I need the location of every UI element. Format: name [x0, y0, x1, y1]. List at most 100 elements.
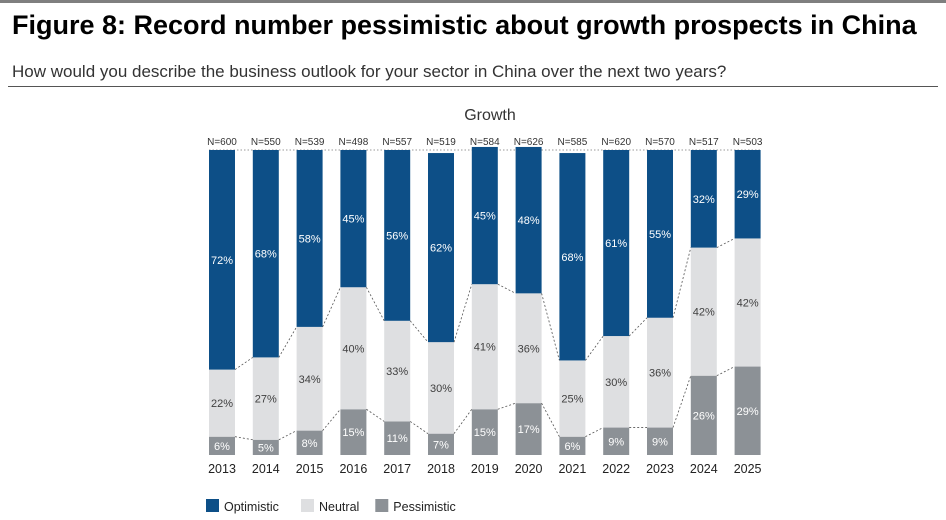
legend-swatch-optimistic: [206, 499, 219, 512]
data-label-neutral-2025: 42%: [737, 298, 759, 310]
connector-line: [541, 402, 560, 437]
bar-segment-optimistic-2021: [559, 153, 586, 361]
bar-segment-optimistic-2019: [471, 146, 498, 285]
sample-size-label-2013: N=600: [207, 137, 237, 148]
data-label-pessimistic-2016: 15%: [342, 427, 364, 439]
data-label-pessimistic-2025: 29%: [737, 406, 759, 418]
data-label-neutral-2020: 36%: [518, 343, 540, 355]
connector-line: [628, 317, 648, 337]
x-tick-label-2016: 2016: [339, 462, 367, 476]
connector-line: [672, 247, 692, 318]
bar-segment-optimistic-2024: [690, 150, 717, 248]
data-label-optimistic-2019: 45%: [474, 211, 496, 223]
data-label-neutral-2017: 33%: [386, 366, 408, 378]
data-label-neutral-2015: 34%: [299, 374, 321, 386]
bar-segment-neutral-2013: [209, 369, 235, 437]
bar-segment-neutral-2014: [252, 357, 279, 440]
connector-line: [366, 408, 385, 422]
bar-segment-neutral-2019: [471, 284, 498, 410]
legend-label-pessimistic: Pessimistic: [393, 500, 456, 514]
x-tick-label-2020: 2020: [515, 462, 543, 476]
bar-segment-neutral-2017: [384, 320, 411, 422]
bar-segment-pessimistic-2017: [384, 421, 411, 455]
data-label-pessimistic-2019: 15%: [474, 427, 496, 439]
data-label-neutral-2016: 40%: [342, 343, 364, 355]
header-divider: [8, 86, 938, 87]
figure-title: Figure 8: Record number pessimistic abou…: [12, 10, 917, 40]
bar-segment-optimistic-2013: [209, 150, 235, 370]
data-label-pessimistic-2022: 9%: [608, 436, 624, 448]
sample-size-label-2025: N=503: [733, 137, 763, 148]
data-label-pessimistic-2021: 6%: [564, 441, 580, 453]
data-label-optimistic-2015: 58%: [299, 233, 321, 245]
data-label-neutral-2018: 30%: [430, 383, 452, 395]
data-label-neutral-2024: 42%: [693, 307, 715, 319]
sample-size-label-2018: N=519: [426, 137, 456, 148]
bar-segment-optimistic-2014: [252, 150, 279, 358]
data-label-optimistic-2014: 68%: [255, 249, 277, 261]
data-label-optimistic-2021: 68%: [561, 252, 583, 264]
connector-line: [322, 287, 341, 328]
data-label-optimistic-2024: 32%: [693, 194, 715, 206]
sample-size-label-2014: N=550: [251, 137, 281, 148]
connector-line: [322, 408, 341, 431]
bar-segment-neutral-2022: [603, 336, 630, 428]
data-label-pessimistic-2015: 8%: [302, 438, 318, 450]
bar-segment-neutral-2023: [647, 317, 673, 428]
data-label-pessimistic-2020: 17%: [518, 424, 540, 436]
legend-label-optimistic: Optimistic: [224, 500, 279, 514]
connector-line: [716, 366, 735, 377]
bar-segment-optimistic-2022: [603, 150, 630, 337]
x-tick-label-2014: 2014: [252, 462, 280, 476]
data-label-neutral-2014: 27%: [255, 394, 277, 406]
data-label-neutral-2019: 41%: [474, 342, 496, 354]
bar-segment-pessimistic-2015: [296, 430, 323, 455]
data-label-pessimistic-2023: 9%: [652, 436, 668, 448]
data-label-pessimistic-2013: 6%: [214, 441, 230, 453]
bar-segment-pessimistic-2019: [471, 409, 498, 455]
bar-segment-optimistic-2025: [734, 150, 761, 239]
bar-segment-optimistic-2020: [515, 146, 542, 294]
connector-line: [672, 375, 692, 428]
connector-line: [409, 421, 429, 434]
connector-line: [453, 409, 473, 434]
bar-segment-pessimistic-2024: [690, 375, 717, 455]
sample-size-label-2020: N=626: [514, 137, 544, 148]
connector-line: [497, 402, 516, 410]
x-tick-label-2024: 2024: [690, 462, 718, 476]
bar-segment-pessimistic-2022: [603, 427, 630, 455]
bar-segment-optimistic-2016: [340, 150, 367, 288]
data-label-pessimistic-2017: 11%: [387, 433, 408, 445]
x-tick-label-2021: 2021: [558, 462, 586, 476]
connector-line: [541, 293, 560, 361]
x-tick-label-2025: 2025: [734, 462, 762, 476]
data-label-optimistic-2025: 29%: [737, 189, 759, 201]
sample-size-label-2015: N=539: [295, 137, 325, 148]
data-label-neutral-2013: 22%: [211, 398, 233, 410]
connector-line: [278, 430, 297, 441]
x-tick-label-2013: 2013: [208, 462, 236, 476]
sample-size-label-2022: N=620: [601, 137, 631, 148]
bar-segment-pessimistic-2023: [647, 427, 673, 455]
figure-subtitle: How would you describe the business outl…: [12, 62, 727, 81]
bar-segment-neutral-2021: [559, 360, 586, 437]
sample-size-label-2019: N=584: [470, 137, 500, 148]
bar-segment-pessimistic-2025: [734, 366, 761, 455]
connector-line: [409, 320, 429, 343]
data-label-optimistic-2022: 61%: [605, 238, 627, 250]
connector-line: [366, 287, 385, 321]
bar-segment-neutral-2018: [428, 342, 454, 434]
connector-line: [278, 326, 297, 358]
x-tick-label-2017: 2017: [383, 462, 411, 476]
bar-segment-optimistic-2015: [296, 150, 323, 327]
sample-size-label-2023: N=570: [645, 137, 675, 148]
connector-line: [453, 284, 473, 343]
data-label-neutral-2021: 25%: [561, 394, 583, 406]
bar-segment-pessimistic-2020: [515, 403, 542, 455]
sample-size-label-2016: N=498: [339, 137, 369, 148]
data-label-optimistic-2023: 55%: [649, 229, 671, 241]
x-tick-label-2023: 2023: [646, 462, 674, 476]
sample-size-label-2021: N=585: [558, 137, 588, 148]
data-label-neutral-2022: 30%: [605, 377, 627, 389]
